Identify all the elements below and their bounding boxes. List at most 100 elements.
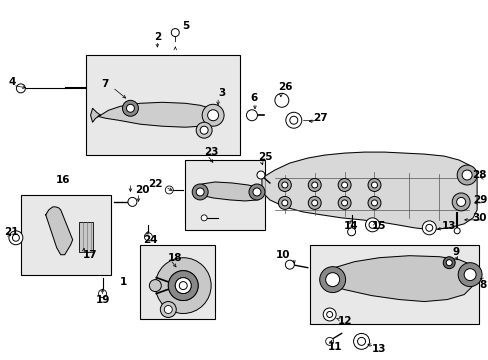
- Circle shape: [126, 104, 134, 112]
- Polygon shape: [46, 207, 73, 255]
- Circle shape: [99, 289, 106, 298]
- Text: 25: 25: [258, 152, 272, 162]
- Text: 8: 8: [479, 280, 486, 289]
- Circle shape: [451, 193, 469, 211]
- Circle shape: [179, 282, 187, 289]
- Text: 20: 20: [135, 185, 150, 195]
- Circle shape: [307, 197, 321, 210]
- Circle shape: [371, 200, 377, 206]
- Text: 30: 30: [471, 213, 486, 223]
- Text: 26: 26: [277, 82, 292, 93]
- Text: 10: 10: [275, 250, 289, 260]
- Circle shape: [149, 280, 161, 292]
- Circle shape: [311, 200, 317, 206]
- Bar: [79, 222, 92, 252]
- Text: 13: 13: [441, 221, 456, 231]
- Text: 19: 19: [95, 294, 109, 305]
- Text: 5: 5: [182, 21, 189, 31]
- Circle shape: [278, 179, 291, 192]
- Polygon shape: [321, 256, 476, 302]
- Bar: [21, 195, 110, 275]
- Polygon shape: [90, 108, 101, 122]
- Circle shape: [446, 260, 451, 266]
- Circle shape: [325, 337, 333, 345]
- Circle shape: [168, 271, 198, 301]
- Bar: [140, 245, 215, 319]
- Circle shape: [164, 306, 172, 314]
- Text: 28: 28: [471, 170, 486, 180]
- Circle shape: [175, 278, 191, 293]
- Circle shape: [196, 122, 212, 138]
- Text: 27: 27: [312, 113, 326, 123]
- Circle shape: [461, 170, 471, 180]
- Circle shape: [175, 278, 191, 293]
- Circle shape: [463, 269, 475, 280]
- Text: 9: 9: [451, 247, 458, 257]
- Circle shape: [281, 182, 287, 188]
- Circle shape: [367, 197, 380, 210]
- Circle shape: [311, 182, 317, 188]
- Circle shape: [252, 188, 261, 196]
- Text: 23: 23: [203, 147, 218, 157]
- Text: 22: 22: [147, 179, 162, 189]
- Text: 14: 14: [343, 221, 358, 231]
- Text: 13: 13: [371, 345, 385, 354]
- Circle shape: [337, 179, 350, 192]
- Bar: [85, 55, 240, 155]
- Circle shape: [248, 184, 264, 200]
- Circle shape: [457, 263, 481, 287]
- Circle shape: [347, 228, 355, 236]
- Text: 17: 17: [82, 250, 97, 260]
- Bar: [185, 160, 264, 230]
- Text: 6: 6: [249, 93, 257, 103]
- Circle shape: [278, 197, 291, 210]
- Circle shape: [256, 171, 264, 179]
- Circle shape: [368, 221, 375, 228]
- Circle shape: [442, 257, 454, 269]
- Circle shape: [17, 84, 25, 93]
- Circle shape: [371, 182, 377, 188]
- Text: 18: 18: [168, 253, 183, 263]
- Circle shape: [207, 110, 218, 121]
- Circle shape: [285, 112, 301, 128]
- Circle shape: [246, 110, 257, 121]
- Circle shape: [160, 302, 176, 318]
- Text: 7: 7: [101, 79, 108, 89]
- Polygon shape: [262, 152, 476, 230]
- Circle shape: [341, 182, 347, 188]
- Circle shape: [453, 228, 459, 234]
- Circle shape: [144, 233, 152, 241]
- Circle shape: [122, 100, 138, 116]
- Circle shape: [274, 93, 288, 107]
- Circle shape: [192, 184, 208, 200]
- Circle shape: [325, 273, 339, 287]
- Text: 11: 11: [327, 342, 342, 352]
- Circle shape: [128, 197, 137, 206]
- Circle shape: [326, 311, 332, 318]
- Circle shape: [357, 337, 365, 345]
- Circle shape: [323, 308, 335, 321]
- Circle shape: [456, 165, 476, 185]
- Circle shape: [171, 28, 179, 37]
- Circle shape: [165, 186, 173, 194]
- Circle shape: [422, 221, 435, 235]
- Circle shape: [341, 200, 347, 206]
- Circle shape: [337, 197, 350, 210]
- Circle shape: [12, 234, 20, 241]
- Text: 21: 21: [4, 227, 19, 237]
- Text: 15: 15: [371, 221, 385, 231]
- Bar: [309, 245, 478, 324]
- Circle shape: [281, 200, 287, 206]
- Circle shape: [9, 231, 23, 245]
- Circle shape: [319, 267, 345, 293]
- Text: 24: 24: [143, 235, 158, 245]
- Circle shape: [307, 179, 321, 192]
- Circle shape: [196, 188, 203, 196]
- Circle shape: [367, 179, 380, 192]
- Circle shape: [456, 197, 465, 206]
- Text: 4: 4: [9, 77, 16, 87]
- Circle shape: [202, 104, 224, 126]
- Circle shape: [168, 271, 198, 301]
- Polygon shape: [98, 102, 215, 127]
- Circle shape: [365, 218, 379, 232]
